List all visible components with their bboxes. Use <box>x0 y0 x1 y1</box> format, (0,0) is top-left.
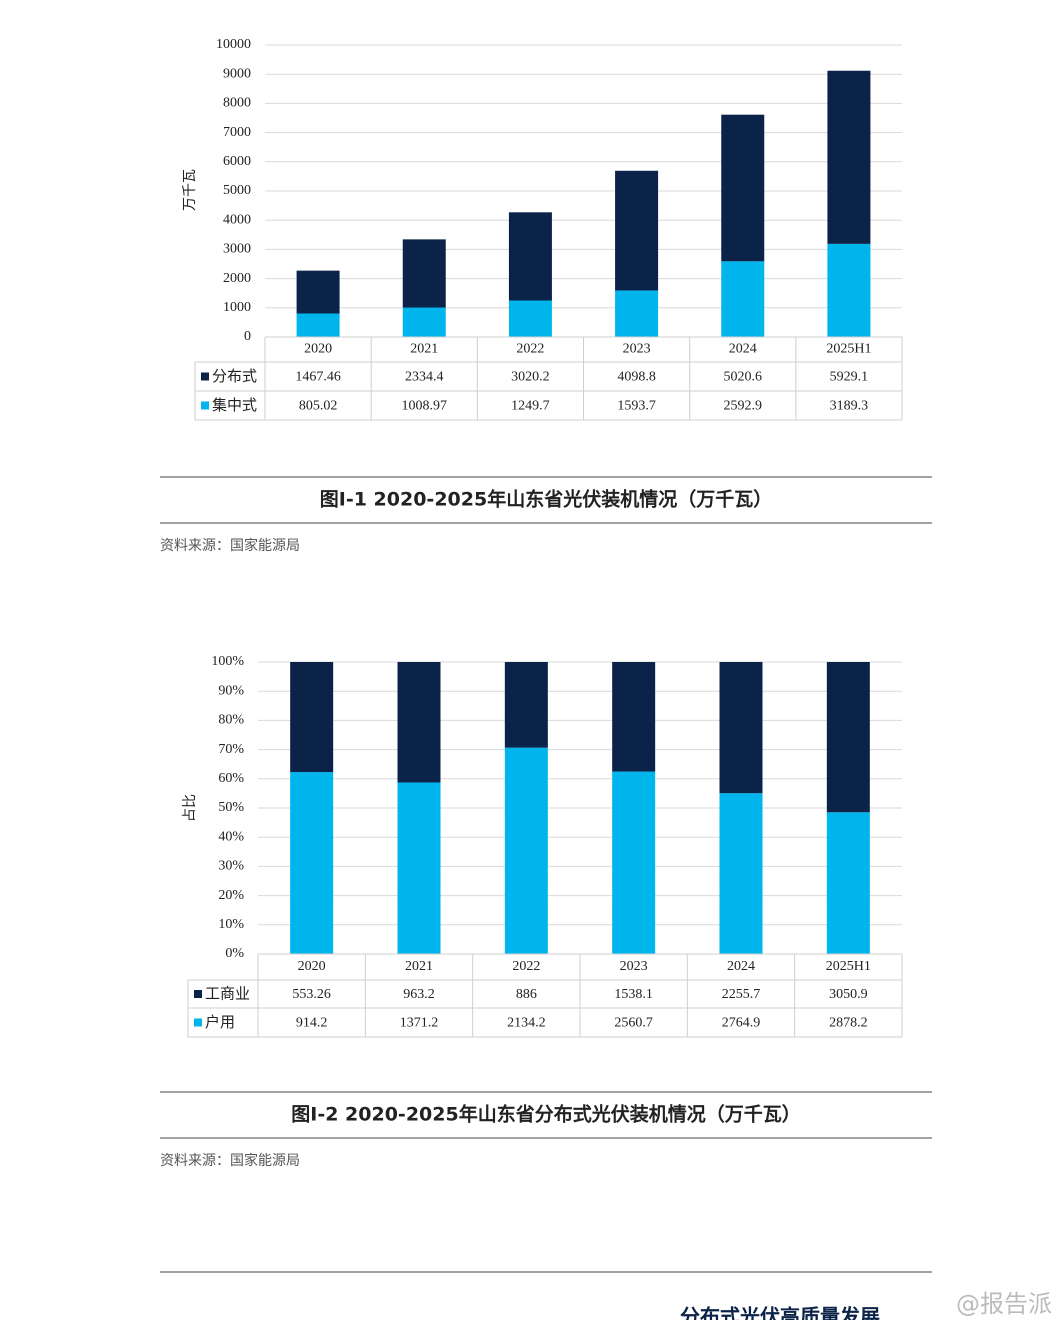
bar-segment <box>721 261 765 337</box>
bar-segment <box>504 747 548 954</box>
footer: 分布式光伏高质量发展 <box>680 1305 880 1320</box>
table-value: 1249.7 <box>511 399 550 414</box>
caption: 图I-2 2020-2025年山东省分布式光伏装机情况（万千瓦） <box>291 1103 800 1126</box>
legend-swatch <box>194 990 202 998</box>
bar-segment <box>615 290 659 337</box>
legend-label: 户用 <box>205 1013 235 1031</box>
table-value: 2764.9 <box>722 1016 761 1031</box>
table-value: 2592.9 <box>724 399 763 414</box>
table-value: 5020.6 <box>724 370 763 385</box>
legend-swatch <box>201 401 209 410</box>
table-value: 914.2 <box>296 1016 328 1031</box>
x-tick-label: 2024 <box>729 342 757 357</box>
table-value: 1593.7 <box>617 399 656 414</box>
bar-segment <box>719 662 763 794</box>
y-tick-label: 20% <box>218 888 244 903</box>
caption: 图I-1 2020-2025年山东省光伏装机情况（万千瓦） <box>320 488 772 511</box>
y-axis-label: 占比 <box>182 794 198 822</box>
source: 资料来源：国家能源局 <box>160 537 300 554</box>
table-value: 553.26 <box>292 987 331 1002</box>
legend-swatch <box>201 372 209 381</box>
bar-segment <box>290 662 334 773</box>
bar-segment <box>827 243 871 337</box>
x-tick-label: 2020 <box>298 959 326 974</box>
bar-segment <box>721 114 765 262</box>
bar-segment <box>290 772 334 954</box>
bar-segment <box>296 270 340 314</box>
bar-segment <box>508 300 552 337</box>
bar-segment <box>826 812 870 954</box>
y-tick-label: 3000 <box>223 242 251 257</box>
table-value: 1008.97 <box>402 399 448 414</box>
table-value: 3050.9 <box>829 987 868 1002</box>
bar-segment <box>397 662 441 783</box>
legend-label: 集中式 <box>212 396 257 414</box>
bar-segment <box>504 662 548 748</box>
x-tick-label: 2023 <box>620 959 648 974</box>
table-value: 2560.7 <box>614 1016 653 1031</box>
y-tick-label: 50% <box>218 800 244 815</box>
x-tick-label: 2024 <box>727 959 755 974</box>
table-value: 1538.1 <box>614 987 653 1002</box>
y-tick-label: 9000 <box>223 66 251 81</box>
x-tick-label: 2025H1 <box>826 959 871 974</box>
bar-segment <box>402 307 446 337</box>
legend-label: 分布式 <box>212 367 257 385</box>
y-tick-label: 4000 <box>223 212 251 227</box>
y-tick-label: 1000 <box>223 300 251 315</box>
bar-segment <box>612 662 656 772</box>
table-value: 2334.4 <box>405 370 444 385</box>
y-tick-label: 2000 <box>223 271 251 286</box>
legend-label: 工商业 <box>205 985 250 1003</box>
table-value: 3189.3 <box>830 399 869 414</box>
x-tick-label: 2020 <box>304 342 332 357</box>
y-tick-label: 10% <box>218 917 244 932</box>
legend-swatch <box>194 1018 202 1027</box>
x-tick-label: 2023 <box>623 342 651 357</box>
y-tick-label: 100% <box>211 654 244 669</box>
source: 资料来源：国家能源局 <box>160 1152 300 1169</box>
table-value: 2255.7 <box>722 987 761 1002</box>
bar-segment <box>508 212 552 301</box>
bar-segment <box>612 771 656 954</box>
table-value: 886 <box>516 987 537 1002</box>
table-value: 1371.2 <box>400 1016 439 1031</box>
x-tick-label: 2021 <box>410 342 438 357</box>
y-tick-label: 40% <box>218 829 244 844</box>
watermark: @报告派 <box>956 1290 1052 1318</box>
y-tick-label: 5000 <box>223 183 251 198</box>
table-value: 3020.2 <box>511 370 550 385</box>
y-tick-label: 80% <box>218 713 244 728</box>
bar-segment <box>397 782 441 954</box>
y-tick-label: 70% <box>218 742 244 757</box>
table-value: 2134.2 <box>507 1016 546 1031</box>
x-tick-label: 2021 <box>405 959 433 974</box>
x-tick-label: 2022 <box>512 959 540 974</box>
y-tick-label: 30% <box>218 859 244 874</box>
table-value: 5929.1 <box>830 370 869 385</box>
bar-segment <box>615 170 659 291</box>
table-value: 805.02 <box>299 399 338 414</box>
table-value: 4098.8 <box>617 370 656 385</box>
table-value: 963.2 <box>403 987 435 1002</box>
y-tick-label: 0% <box>225 946 244 961</box>
y-tick-label: 60% <box>218 771 244 786</box>
y-tick-label: 90% <box>218 683 244 698</box>
y-tick-label: 0 <box>244 329 251 344</box>
y-tick-label: 8000 <box>223 96 251 111</box>
bar-segment <box>719 793 763 954</box>
table-value: 1467.46 <box>295 370 341 385</box>
bar-segment <box>827 70 871 244</box>
y-tick-label: 7000 <box>223 125 251 140</box>
x-tick-label: 2022 <box>516 342 544 357</box>
x-tick-label: 2025H1 <box>826 342 871 357</box>
y-axis-label: 万千瓦 <box>182 169 198 211</box>
bar-segment <box>402 239 446 308</box>
table-value: 2878.2 <box>829 1016 868 1031</box>
bar-segment <box>296 313 340 337</box>
bar-segment <box>826 662 870 813</box>
y-tick-label: 6000 <box>223 154 251 169</box>
y-tick-label: 10000 <box>216 37 251 52</box>
